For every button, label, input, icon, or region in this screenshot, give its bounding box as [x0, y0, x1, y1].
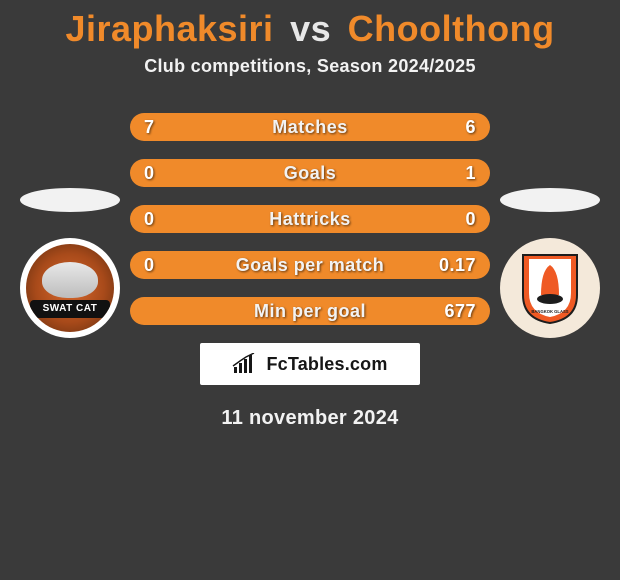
team-left-badge: SWAT CAT	[20, 188, 120, 274]
stat-metric: Goals	[284, 163, 337, 184]
stat-left-value: 0	[144, 209, 155, 230]
stat-metric: Matches	[272, 117, 348, 138]
stat-left-value: 0	[144, 255, 155, 276]
shield-icon: BANGKOK GLASS	[519, 251, 581, 325]
stat-metric: Min per goal	[254, 301, 366, 322]
ellipse-shadow	[20, 188, 120, 212]
stat-right-value: 1	[465, 163, 476, 184]
bar-chart-icon	[232, 353, 258, 375]
stat-row: 0 Goals per match 0.17	[130, 251, 490, 279]
stat-left-value: 7	[144, 117, 155, 138]
team-right-badge: BANGKOK GLASS	[500, 188, 600, 274]
stat-rows: 7 Matches 6 0 Goals 1 0 Hattricks 0 0 Go…	[130, 113, 490, 325]
stat-left-value: 0	[144, 163, 155, 184]
stat-metric: Goals per match	[236, 255, 385, 276]
stat-row: 7 Matches 6	[130, 113, 490, 141]
footer-date: 11 november 2024	[0, 407, 620, 430]
stat-right-value: 0	[465, 209, 476, 230]
comparison-card: Jiraphaksiri vs Choolthong Club competit…	[0, 0, 620, 438]
tiger-icon	[42, 262, 98, 298]
team-left-crest: SWAT CAT	[20, 238, 120, 338]
ellipse-shadow	[500, 188, 600, 212]
stat-row: 0 Hattricks 0	[130, 205, 490, 233]
player2-name: Choolthong	[348, 8, 555, 49]
stat-right-value: 6	[465, 117, 476, 138]
title-vs: vs	[290, 8, 331, 49]
stat-right-value: 677	[444, 301, 476, 322]
team-right-banner: BANGKOK GLASS	[531, 309, 568, 314]
brand-text: FcTables.com	[266, 354, 387, 375]
player1-name: Jiraphaksiri	[65, 8, 273, 49]
subtitle: Club competitions, Season 2024/2025	[0, 56, 620, 77]
stat-row: Min per goal 677	[130, 297, 490, 325]
stat-row: 0 Goals 1	[130, 159, 490, 187]
brand-box: FcTables.com	[200, 343, 420, 385]
team-left-banner: SWAT CAT	[30, 300, 110, 318]
stat-metric: Hattricks	[269, 209, 351, 230]
stats-area: SWAT CAT BANGKOK GLASS	[0, 113, 620, 325]
team-right-crest: BANGKOK GLASS	[500, 238, 600, 338]
page-title: Jiraphaksiri vs Choolthong	[0, 8, 620, 50]
stat-right-value: 0.17	[439, 255, 476, 276]
